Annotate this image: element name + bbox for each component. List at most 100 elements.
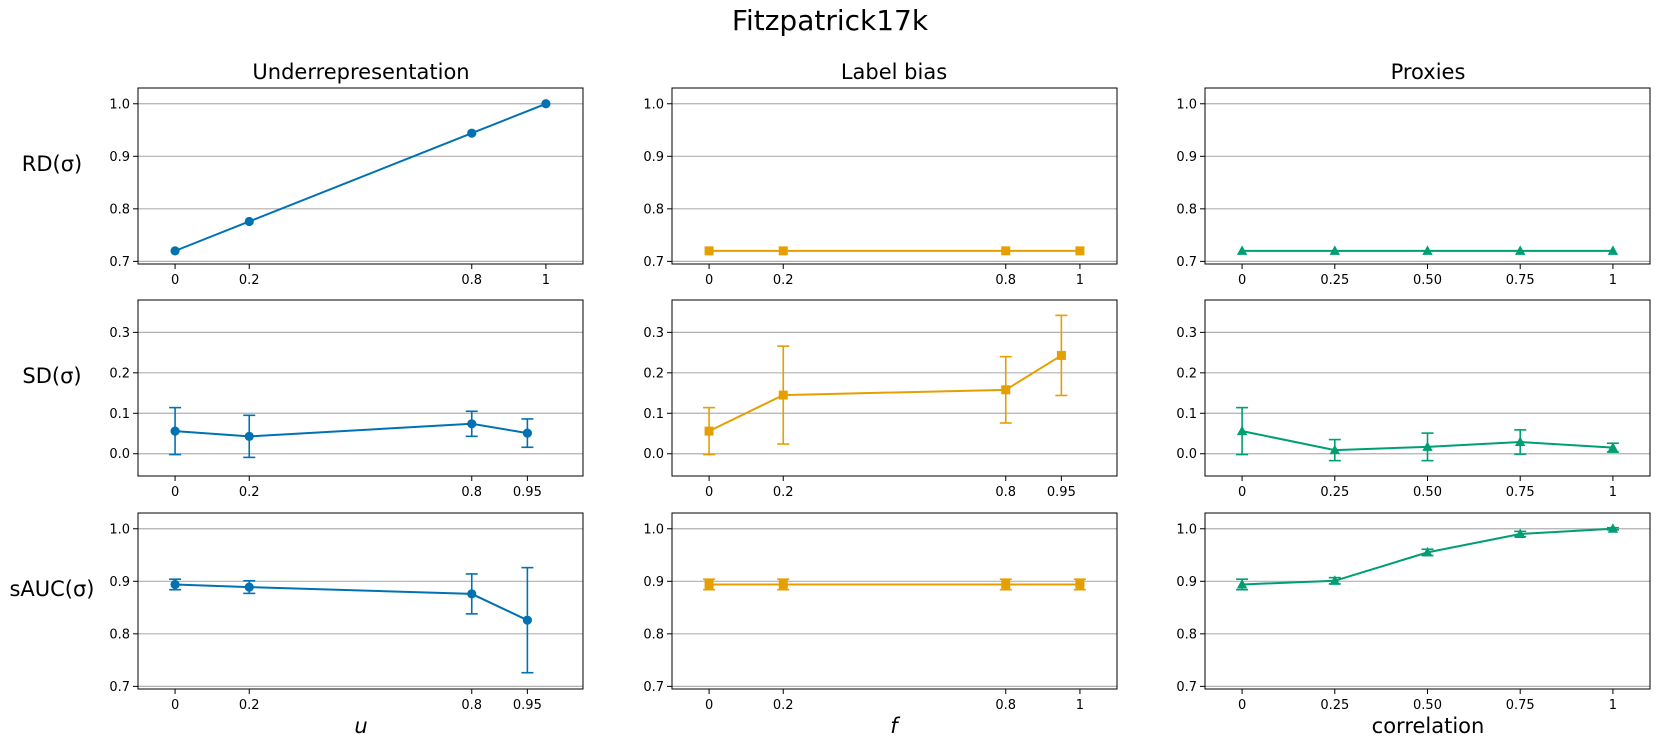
panel-rd-underrepresentation-x-tick-label: 0 bbox=[171, 273, 179, 288]
panel-sauc-proxies-x-tick-label: 0.75 bbox=[1506, 698, 1535, 713]
panel-rd-underrepresentation: 0.7 0.8 0.9 1.0 0 0.2 0.8 1 bbox=[109, 87, 584, 288]
panel-sauc-label-bias-y-tick-label: 0.8 bbox=[643, 627, 664, 642]
panel-rd-underrepresentation-data-point bbox=[541, 99, 551, 109]
panel-rd-label-bias-data-point bbox=[704, 246, 714, 256]
panel-sauc-underrepresentation-y-tick-label: 0.7 bbox=[109, 680, 130, 695]
panel-sd-proxies-data-point bbox=[1607, 442, 1619, 452]
column-title-underrepresentation: Underrepresentation bbox=[252, 60, 469, 84]
panel-sauc-label-bias-y-tick-label: 0.9 bbox=[643, 575, 664, 590]
panel-sd-proxies-data-point bbox=[1515, 436, 1526, 447]
panel-sd-proxies-y-tick-label: 0.3 bbox=[1176, 326, 1197, 341]
panel-rd-label-bias-data-point bbox=[1075, 246, 1085, 256]
panel-rd-label-bias-x-tick-label: 0.2 bbox=[773, 273, 794, 288]
panel-sd-proxies-x-tick-label: 0.50 bbox=[1413, 485, 1442, 500]
panel-rd-proxies-data-point bbox=[1607, 245, 1619, 255]
panel-sd-underrepresentation-x-tick-label: 0 bbox=[171, 485, 179, 500]
panel-sauc-label-bias-x-tick-label: 0.8 bbox=[995, 698, 1016, 713]
panel-sd-label-bias-y-tick-label: 0.0 bbox=[643, 447, 664, 462]
panel-sauc-label-bias-y-tick-label: 0.7 bbox=[643, 680, 664, 695]
panel-sauc-proxies-data-point bbox=[1515, 528, 1526, 539]
panel-sd-proxies-x-tick-label: 0.25 bbox=[1320, 485, 1349, 500]
panel-sauc-underrepresentation-y-tick-label: 1.0 bbox=[109, 522, 130, 537]
panel-sd-underrepresentation: 0.0 0.1 0.2 0.3 0 0.2 0.8 0.95 bbox=[109, 299, 584, 500]
panel-rd-label-bias-x-tick-label: 0.8 bbox=[995, 273, 1016, 288]
panel-rd-proxies-data-point bbox=[1422, 245, 1433, 255]
panel-rd-label-bias: 0.7 0.8 0.9 1.0 0 0.2 0.8 1 bbox=[643, 87, 1118, 288]
panel-sauc-label-bias-x-tick-label: 1 bbox=[1076, 698, 1084, 713]
panel-rd-proxies-data-point bbox=[1515, 245, 1526, 255]
panel-sauc-underrepresentation-data-point bbox=[522, 615, 532, 625]
panel-rd-label-bias-y-tick-label: 0.7 bbox=[643, 255, 664, 270]
panel-sauc-underrepresentation-x-tick-label: 0.2 bbox=[239, 698, 260, 713]
panel-rd-label-bias-x-tick-label: 1 bbox=[1076, 273, 1084, 288]
panel-sauc-proxies-frame bbox=[1204, 512, 1651, 690]
panel-sauc-label-bias-data-point bbox=[1001, 579, 1011, 589]
x-label-f: f bbox=[890, 714, 901, 738]
panel-sauc-proxies-data-point bbox=[1236, 578, 1248, 589]
panel-sd-proxies-x-tick-label: 0 bbox=[1238, 485, 1246, 500]
x-label-correlation: correlation bbox=[1372, 714, 1485, 738]
panel-rd-proxies-data-point bbox=[1329, 245, 1340, 255]
figure-title: Fitzpatrick17k bbox=[732, 4, 929, 37]
panel-sd-underrepresentation-x-tick-label: 0.2 bbox=[239, 485, 260, 500]
panel-rd-underrepresentation-y-tick-label: 0.7 bbox=[109, 255, 130, 270]
panel-sd-proxies-data-point bbox=[1329, 444, 1340, 455]
panel-sd-underrepresentation-y-tick-label: 0.2 bbox=[109, 366, 130, 381]
panel-sauc-proxies-data-point bbox=[1329, 575, 1340, 585]
panel-rd-proxies-y-tick-label: 0.7 bbox=[1176, 255, 1197, 270]
panels-group: 0.7 0.8 0.9 1.0 0 0.2 0.8 1 0.7 0.8 0.9 1.0 0 0.2 0.8 1… bbox=[109, 87, 1651, 713]
panel-rd-proxies-y-tick-label: 0.8 bbox=[1176, 202, 1197, 217]
panel-sd-proxies-data-point bbox=[1422, 441, 1433, 451]
panel-sauc-underrepresentation-data-point bbox=[467, 589, 477, 599]
panel-sauc-label-bias-data-point bbox=[778, 579, 788, 589]
panel-sd-underrepresentation-data-point bbox=[170, 426, 180, 436]
panel-rd-proxies-x-tick-label: 0.25 bbox=[1320, 273, 1349, 288]
panel-sauc-proxies-x-tick-label: 1 bbox=[1609, 698, 1617, 713]
panel-sauc-underrepresentation-data-point bbox=[170, 579, 180, 590]
panel-sauc-proxies-x-tick-label: 0.50 bbox=[1413, 698, 1442, 713]
panel-sd-proxies: 0.0 0.1 0.2 0.3 0 0.25 0.50 0.75 1 bbox=[1176, 299, 1651, 500]
panel-sd-label-bias-y-tick-label: 0.1 bbox=[643, 407, 664, 422]
panel-rd-underrepresentation-y-tick-label: 1.0 bbox=[109, 97, 130, 112]
panel-rd-label-bias-x-tick-label: 0 bbox=[705, 273, 713, 288]
panel-rd-underrepresentation-x-tick-label: 0.2 bbox=[239, 273, 260, 288]
panel-sauc-proxies: 0.7 0.8 0.9 1.0 0 0.25 0.50 0.75 1 bbox=[1176, 512, 1651, 713]
column-title-proxies: Proxies bbox=[1391, 60, 1466, 84]
panel-sd-underrepresentation-series-line bbox=[175, 422, 528, 438]
panel-sd-label-bias-series-line bbox=[708, 354, 1062, 432]
panel-rd-label-bias-data-point bbox=[1001, 246, 1011, 256]
panel-sd-underrepresentation-y-tick-label: 0.0 bbox=[109, 447, 130, 462]
panel-sd-proxies-x-tick-label: 1 bbox=[1609, 485, 1617, 500]
panel-sauc-label-bias-x-tick-label: 0 bbox=[705, 698, 713, 713]
panel-sd-label-bias-data-point bbox=[778, 390, 788, 400]
panel-rd-proxies-y-tick-label: 0.9 bbox=[1176, 150, 1197, 165]
panel-sauc-label-bias: 0.7 0.8 0.9 1.0 0 0.2 0.8 1 bbox=[643, 512, 1118, 713]
row-label-rd: RD(σ) bbox=[22, 152, 82, 176]
row-label-sauc: sAUC(σ) bbox=[9, 577, 94, 601]
panel-rd-proxies-x-tick-label: 0.50 bbox=[1413, 273, 1442, 288]
panel-rd-proxies-x-tick-label: 0.75 bbox=[1506, 273, 1535, 288]
panel-sauc-proxies-y-tick-label: 0.8 bbox=[1176, 627, 1197, 642]
panel-sd-label-bias-y-tick-label: 0.2 bbox=[643, 366, 664, 381]
panel-rd-proxies-x-tick-label: 0 bbox=[1238, 273, 1246, 288]
panel-sauc-underrepresentation-y-tick-label: 0.8 bbox=[109, 627, 130, 642]
panel-sauc-proxies-x-tick-label: 0.25 bbox=[1320, 698, 1349, 713]
panel-sauc-underrepresentation-x-tick-label: 0 bbox=[171, 698, 179, 713]
panel-sd-proxies-y-tick-label: 0.2 bbox=[1176, 366, 1197, 381]
panel-rd-underrepresentation-data-point bbox=[244, 216, 254, 227]
panel-sauc-proxies-series-line bbox=[1242, 527, 1613, 586]
panel-sd-label-bias-data-point bbox=[1056, 350, 1066, 360]
panel-sd-proxies-y-tick-label: 0.0 bbox=[1176, 447, 1197, 462]
panel-rd-label-bias-y-tick-label: 1.0 bbox=[643, 97, 664, 112]
panel-rd-proxies: 0.7 0.8 0.9 1.0 0 0.25 0.50 0.75 1 bbox=[1176, 87, 1651, 288]
panel-sauc-underrepresentation-frame bbox=[137, 512, 584, 690]
row-label-sd: SD(σ) bbox=[22, 364, 81, 388]
panel-sauc-label-bias-frame bbox=[671, 512, 1118, 690]
x-label-u: u bbox=[354, 714, 367, 738]
panel-sd-proxies-y-tick-label: 0.1 bbox=[1176, 407, 1197, 422]
panel-sd-proxies-data-point bbox=[1236, 425, 1248, 436]
panel-sauc-underrepresentation-y-tick-label: 0.9 bbox=[109, 575, 130, 590]
panel-sd-proxies-x-tick-label: 0.75 bbox=[1506, 485, 1535, 500]
panel-sauc-underrepresentation: 0.7 0.8 0.9 1.0 0 0.2 0.8 0.95 bbox=[109, 512, 584, 713]
